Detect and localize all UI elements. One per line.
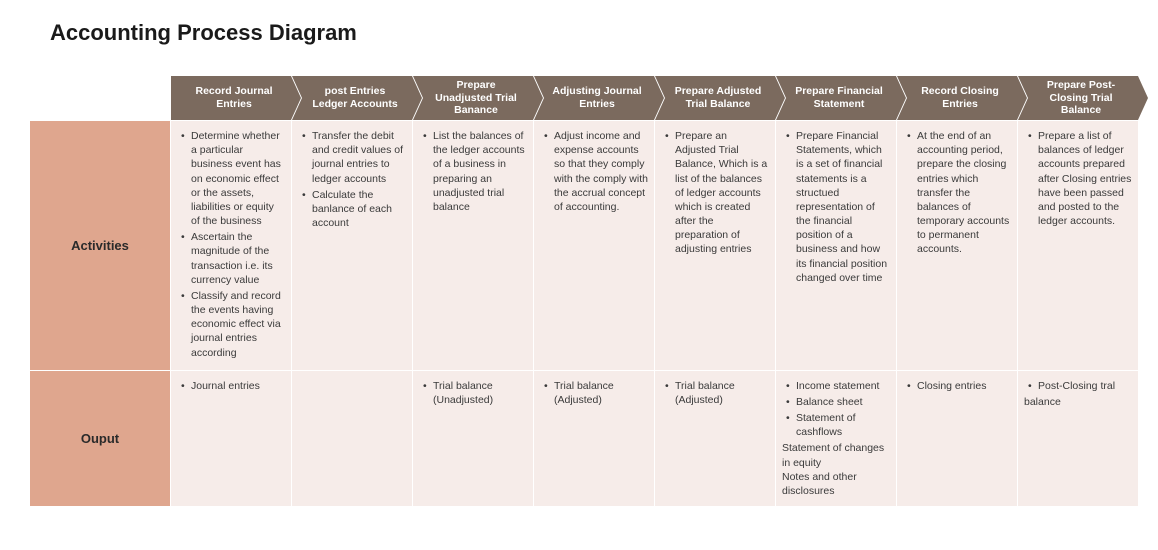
rowlabel-text: Ouput — [81, 431, 119, 446]
step-header-4: Prepare Adjusted Trial Balance — [655, 76, 775, 120]
step-header-2: Prepare Unadjusted Trial Banance — [413, 76, 533, 120]
step-header-5: Prepare Financial Statement — [776, 76, 896, 120]
step-label: Prepare Post-Closing Trial Balance — [1036, 79, 1126, 117]
bullet-item: Prepare Financial Statements, which is a… — [782, 129, 890, 285]
activities-cell-4: Prepare an Adjusted Trial Balance, Which… — [655, 121, 775, 370]
output-cell-7: Post-Closing tral balance — [1018, 371, 1138, 506]
step-label: Record Closing Entries — [915, 85, 1005, 110]
plain-tail: balance — [1024, 395, 1132, 409]
bullet-item: Trial balance (Adjusted) — [540, 379, 648, 407]
output-cell-2: Trial balance (Unadjusted) — [413, 371, 533, 506]
bullet-item: Determine whether a particular business … — [177, 129, 285, 228]
bullet-item: Prepare an Adjusted Trial Balance, Which… — [661, 129, 769, 257]
bullet-item: Transfer the debit and credit values of … — [298, 129, 406, 186]
bullet-item: Trial balance (Unadjusted) — [419, 379, 527, 407]
activities-cell-3: Adjust income and expense accounts so th… — [534, 121, 654, 370]
bullet-item: Statement of cashflows — [782, 411, 890, 439]
bullet-item: Balance sheet — [782, 395, 890, 409]
rowlabel-text: Activities — [71, 238, 129, 253]
step-label: Adjusting Journal Entries — [552, 85, 642, 110]
bullet-item: At the end of an accounting period, prep… — [903, 129, 1011, 257]
step-label: Record Journal Entries — [189, 85, 279, 110]
step-header-7: Prepare Post-Closing Trial Balance — [1018, 76, 1138, 120]
output-cell-3: Trial balance (Adjusted) — [534, 371, 654, 506]
activities-cell-1: Transfer the debit and credit values of … — [292, 121, 412, 370]
bullet-item: Income statement — [782, 379, 890, 393]
activities-cell-2: List the balances of the ledger accounts… — [413, 121, 533, 370]
step-label: Prepare Adjusted Trial Balance — [673, 85, 763, 110]
bullet-item: Ascertain the magnitude of the transacti… — [177, 230, 285, 287]
step-label: Prepare Financial Statement — [794, 85, 884, 110]
header-spacer — [30, 76, 170, 120]
bullet-item: Adjust income and expense accounts so th… — [540, 129, 648, 214]
output-cell-0: Journal entries — [171, 371, 291, 506]
step-header-1: post Entries Ledger Accounts — [292, 76, 412, 120]
bullet-item: Prepare a list of balances of ledger acc… — [1024, 129, 1132, 228]
step-label: post Entries Ledger Accounts — [310, 85, 400, 110]
bullet-item: Calculate the banlance of each account — [298, 188, 406, 231]
bullet-item: Journal entries — [177, 379, 285, 393]
rowlabel-activities: Activities — [30, 121, 170, 370]
step-header-3: Adjusting Journal Entries — [534, 76, 654, 120]
plain-tail: Statement of changes in equity Notes and… — [782, 441, 890, 498]
bullet-item: Trial balance (Adjusted) — [661, 379, 769, 407]
step-header-0: Record Journal Entries — [171, 76, 291, 120]
step-label: Prepare Unadjusted Trial Banance — [431, 79, 521, 117]
process-grid: Record Journal Entries post Entries Ledg… — [30, 76, 1128, 506]
activities-cell-0: Determine whether a particular business … — [171, 121, 291, 370]
bullet-item: List the balances of the ledger accounts… — [419, 129, 527, 214]
output-cell-5: Income statement Balance sheet Statement o… — [776, 371, 896, 506]
activities-cell-5: Prepare Financial Statements, which is a… — [776, 121, 896, 370]
step-header-6: Record Closing Entries — [897, 76, 1017, 120]
output-cell-4: Trial balance (Adjusted) — [655, 371, 775, 506]
bullet-item: Closing entries — [903, 379, 1011, 393]
bullet-item: Classify and record the events having ec… — [177, 289, 285, 360]
output-cell-1 — [292, 371, 412, 506]
rowlabel-output: Ouput — [30, 371, 170, 506]
output-cell-6: Closing entries — [897, 371, 1017, 506]
page-title: Accounting Process Diagram — [30, 20, 1128, 46]
activities-cell-6: At the end of an accounting period, prep… — [897, 121, 1017, 370]
bullet-item: Post-Closing tral — [1024, 379, 1132, 393]
activities-cell-7: Prepare a list of balances of ledger acc… — [1018, 121, 1138, 370]
